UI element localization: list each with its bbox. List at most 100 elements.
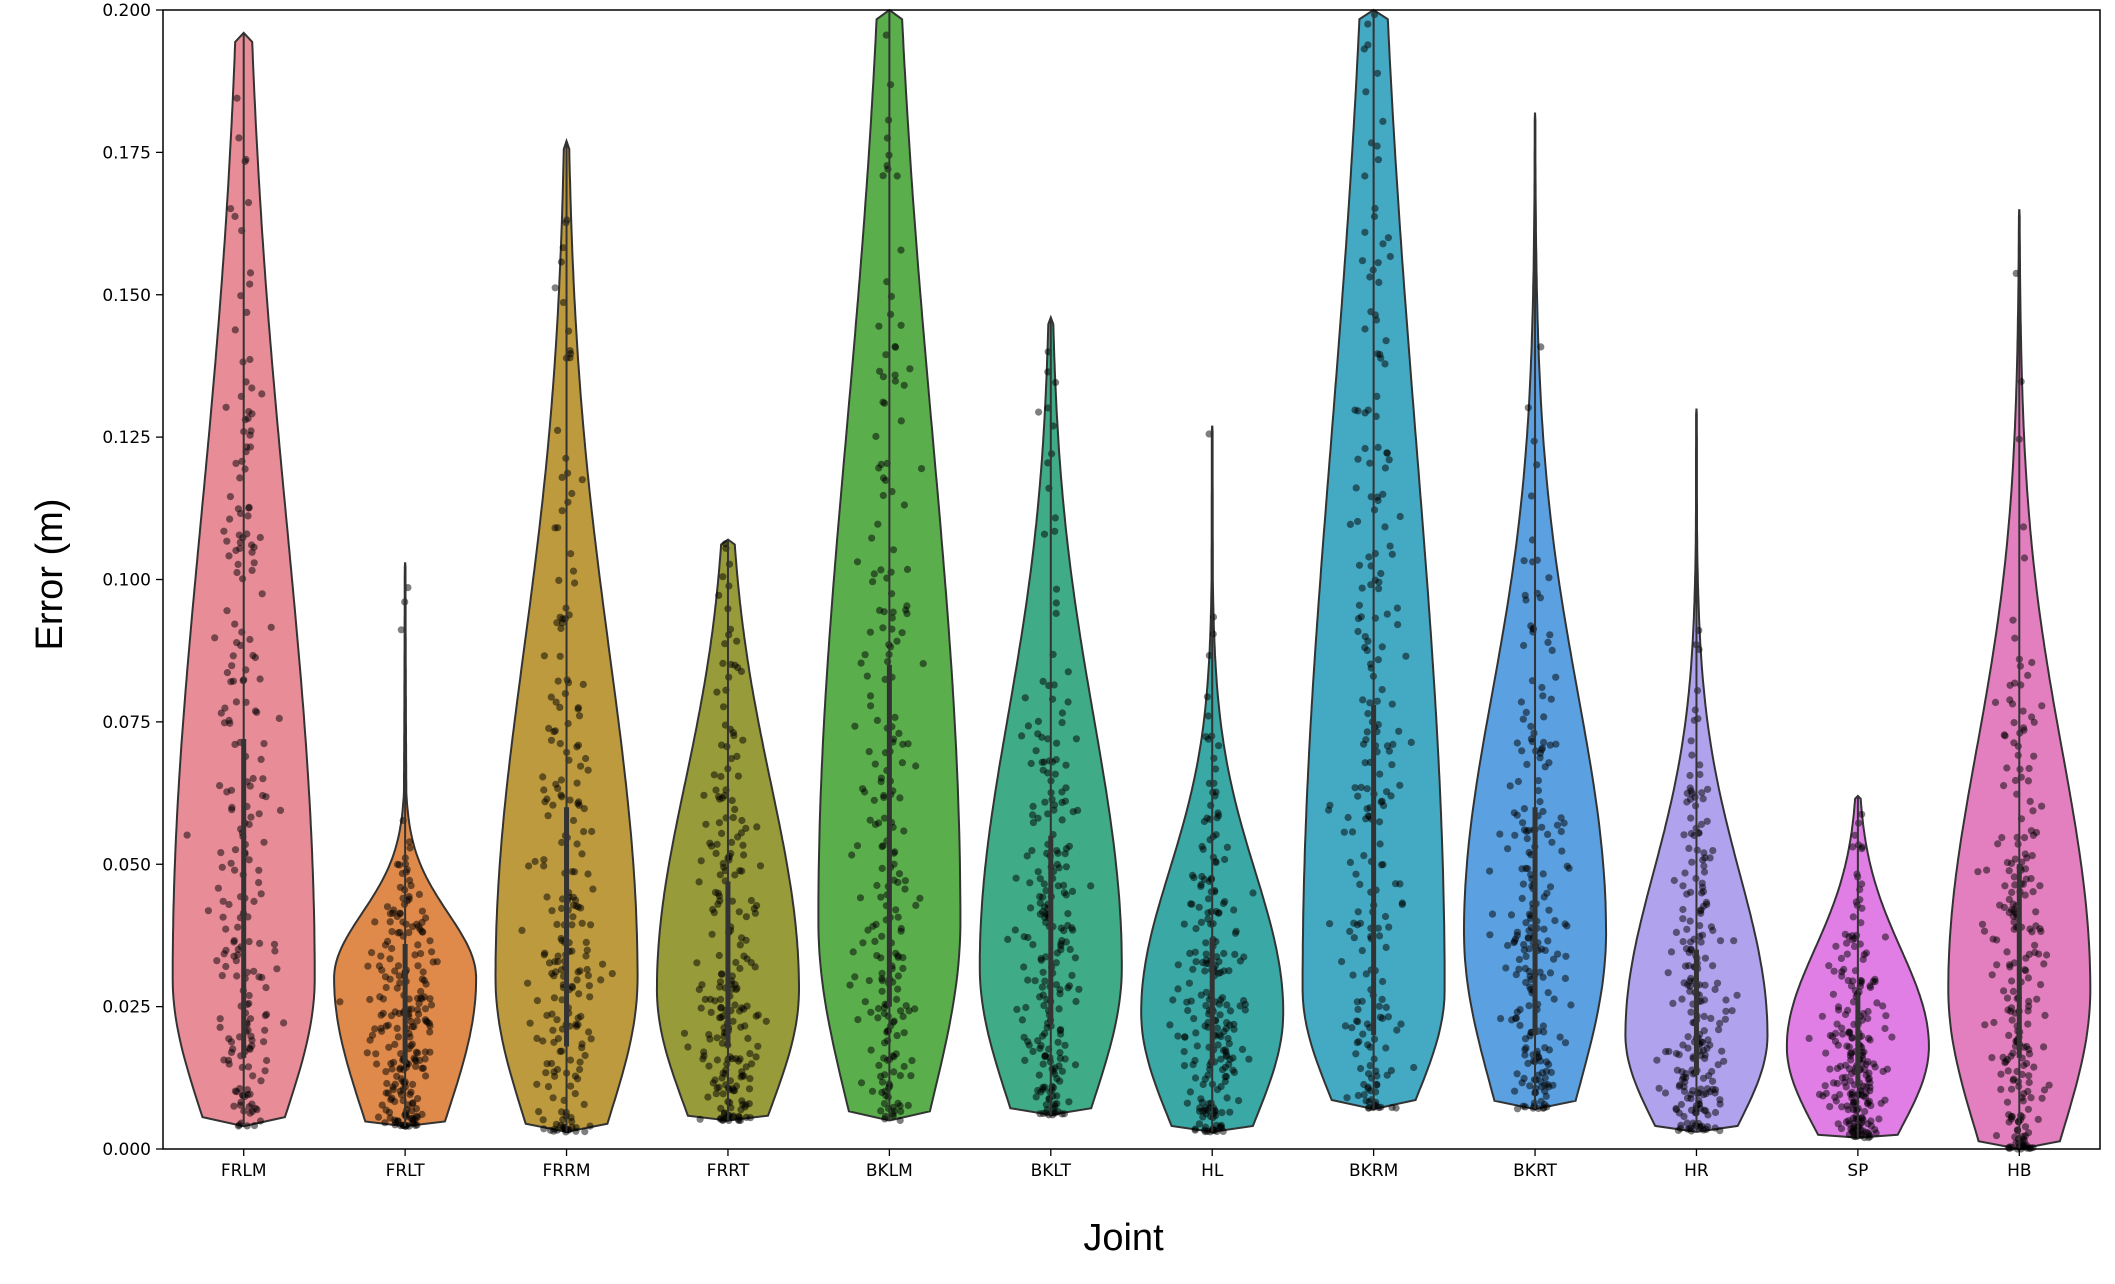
point-bklt bbox=[1072, 735, 1080, 743]
point-frrm bbox=[589, 885, 597, 893]
point-frlt bbox=[406, 1090, 414, 1098]
point-bkrm bbox=[1363, 785, 1371, 793]
point-bklt bbox=[1056, 986, 1064, 994]
point-sp bbox=[1862, 949, 1870, 957]
point-bklt bbox=[1044, 810, 1052, 818]
point-frlt bbox=[414, 941, 422, 949]
point-hl bbox=[1191, 948, 1199, 956]
point-bkrm bbox=[1364, 20, 1372, 28]
point-bklt bbox=[1071, 1061, 1080, 1069]
point-frlt bbox=[417, 987, 425, 996]
point-bkrm bbox=[1385, 923, 1393, 931]
point-frrt bbox=[728, 897, 737, 905]
point-hb bbox=[1974, 868, 1982, 876]
point-hb bbox=[2024, 1087, 2032, 1095]
point-hl bbox=[1249, 889, 1257, 897]
point-hl bbox=[1225, 1040, 1233, 1048]
point-frlm bbox=[246, 269, 255, 277]
point-frrm bbox=[570, 868, 579, 876]
point-frrt bbox=[754, 1011, 762, 1019]
point-bkrt bbox=[1525, 945, 1533, 953]
point-bklm bbox=[895, 729, 903, 738]
point-bkrm bbox=[1355, 561, 1364, 569]
point-frlm bbox=[226, 515, 234, 523]
point-hl bbox=[1238, 1045, 1247, 1053]
point-bkrm bbox=[1383, 1071, 1391, 1079]
point-hl bbox=[1226, 1108, 1234, 1116]
point-bkrm bbox=[1346, 520, 1354, 529]
point-frrm bbox=[545, 959, 554, 967]
point-bklt bbox=[1053, 860, 1061, 869]
point-hl bbox=[1240, 953, 1248, 961]
point-bklt bbox=[1051, 770, 1059, 778]
point-frrt bbox=[738, 1097, 746, 1105]
point-hl bbox=[1236, 1002, 1244, 1010]
point-bkrm bbox=[1383, 449, 1391, 457]
point-hr bbox=[1685, 844, 1693, 853]
point-frlt bbox=[393, 1024, 401, 1032]
point-hb bbox=[2019, 1135, 2027, 1143]
point-frrm bbox=[564, 498, 572, 506]
point-bklt bbox=[1029, 941, 1037, 949]
point-bkrt bbox=[1537, 1097, 1545, 1105]
point-hr bbox=[1722, 1007, 1730, 1015]
point-hl bbox=[1218, 1109, 1226, 1117]
point-frlm bbox=[275, 714, 283, 723]
point-hr bbox=[1698, 789, 1706, 797]
point-hb bbox=[2029, 888, 2037, 896]
point-frlm bbox=[234, 951, 242, 959]
x-tick-label-hb: HB bbox=[2007, 1161, 2031, 1181]
point-frlm bbox=[245, 999, 253, 1008]
point-bkrt bbox=[1546, 631, 1554, 639]
point-hl bbox=[1223, 1001, 1231, 1009]
point-frrt bbox=[736, 941, 744, 949]
point-bkrm bbox=[1373, 69, 1382, 77]
point-bklm bbox=[897, 1107, 905, 1115]
point-hl bbox=[1187, 900, 1195, 908]
point-bkrt bbox=[1549, 1081, 1557, 1089]
point-bkrt bbox=[1552, 673, 1560, 681]
point-bkrt bbox=[1527, 622, 1535, 630]
point-bkrt bbox=[1561, 974, 1569, 983]
point-frrm bbox=[549, 1094, 557, 1102]
point-sp bbox=[1872, 1129, 1880, 1137]
point-hr bbox=[1684, 1033, 1692, 1041]
point-hb bbox=[2025, 1072, 2033, 1080]
point-sp bbox=[1830, 1079, 1838, 1087]
point-frrm bbox=[583, 965, 591, 974]
point-frrt bbox=[746, 1075, 754, 1083]
point-bklm bbox=[872, 920, 880, 929]
point-bkrm bbox=[1353, 1017, 1361, 1025]
point-hr bbox=[1686, 987, 1694, 995]
point-bkrm bbox=[1396, 512, 1404, 521]
point-bklm bbox=[853, 842, 862, 850]
point-frrm bbox=[531, 857, 539, 866]
point-hl bbox=[1217, 1083, 1225, 1091]
point-hr bbox=[1653, 1056, 1661, 1064]
point-bkrt bbox=[1527, 722, 1535, 731]
point-hl bbox=[1204, 895, 1213, 903]
point-frrt bbox=[747, 896, 756, 905]
point-bkrt bbox=[1497, 1015, 1505, 1023]
point-bklt bbox=[1054, 1038, 1062, 1046]
point-frrm bbox=[587, 921, 595, 929]
point-bklt bbox=[1021, 694, 1029, 702]
point-frlt bbox=[429, 958, 437, 966]
point-frlm bbox=[225, 900, 233, 909]
point-bkrt bbox=[1539, 870, 1547, 878]
point-hb bbox=[2038, 702, 2046, 710]
point-bkrt bbox=[1541, 946, 1549, 955]
point-sp bbox=[1836, 1091, 1844, 1099]
point-frlt bbox=[386, 955, 394, 963]
point-hr bbox=[1700, 868, 1709, 876]
point-hb bbox=[2004, 1006, 2012, 1014]
point-bklm bbox=[865, 977, 873, 985]
point-bklt bbox=[1004, 935, 1012, 944]
point-bkrt bbox=[1550, 995, 1558, 1003]
point-bkrt bbox=[1544, 638, 1552, 647]
point-frlt bbox=[336, 998, 344, 1006]
point-sp bbox=[1858, 810, 1866, 818]
point-bklm bbox=[882, 476, 890, 484]
point-bklm bbox=[897, 321, 905, 329]
point-bkrm bbox=[1407, 738, 1415, 747]
